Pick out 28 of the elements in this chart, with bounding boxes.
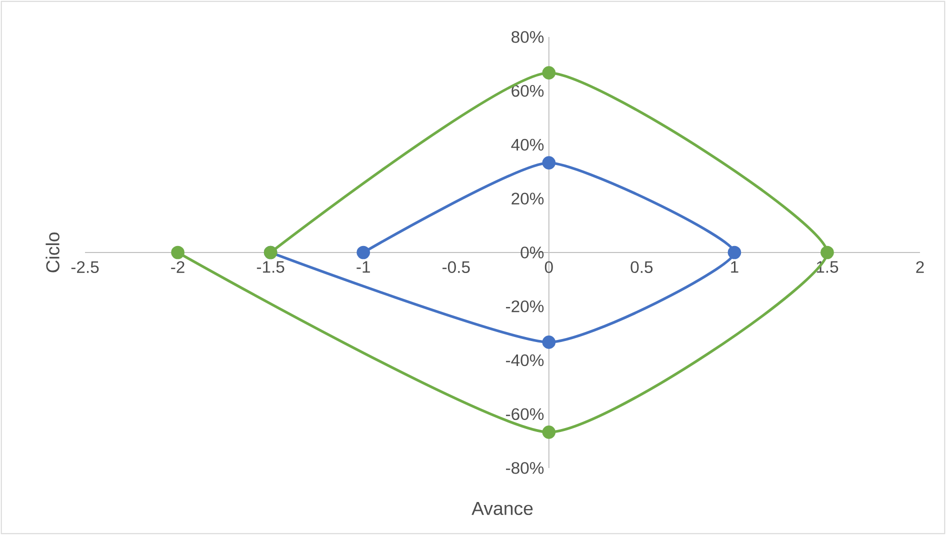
point bbox=[356, 246, 370, 260]
point bbox=[820, 246, 834, 260]
y-tick-label: 20% bbox=[512, 192, 544, 205]
x-tick-label: -2 bbox=[171, 261, 184, 273]
y-tick-label: 0% bbox=[520, 246, 544, 258]
y-tick-label: -40% bbox=[506, 354, 544, 366]
x-tick-label: -0.5 bbox=[442, 261, 470, 274]
y-tick-label: -60% bbox=[506, 408, 544, 420]
point bbox=[542, 156, 556, 170]
x-tick-label: 0.5 bbox=[630, 261, 653, 274]
point bbox=[171, 246, 184, 260]
point bbox=[542, 66, 556, 80]
x-tick-label: -1.5 bbox=[256, 261, 284, 273]
x-tick-label: -1 bbox=[356, 261, 370, 273]
y-tick-label: 80% bbox=[512, 31, 544, 43]
x-tick-label: -2.5 bbox=[71, 261, 99, 274]
y-tick-label: -80% bbox=[506, 462, 544, 474]
y-tick-label: 60% bbox=[512, 84, 544, 97]
y-tick-label: -20% bbox=[506, 300, 544, 312]
point bbox=[542, 425, 556, 439]
y-tick-label: 40% bbox=[511, 138, 544, 151]
x-tick-label: 0 bbox=[544, 261, 553, 274]
point bbox=[542, 336, 556, 349]
x-tick-label: 1 bbox=[731, 261, 738, 273]
y-axis-title: Ciclo bbox=[46, 232, 60, 272]
x-tick-label: 2 bbox=[916, 261, 924, 273]
point bbox=[728, 246, 742, 260]
x-axis-title: Avance bbox=[472, 502, 533, 516]
